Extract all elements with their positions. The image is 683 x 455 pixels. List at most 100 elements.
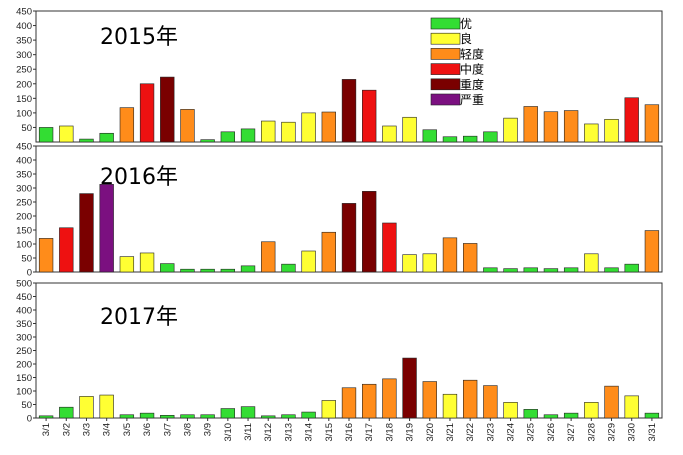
bar [483, 131, 498, 143]
bar [584, 253, 599, 273]
bar [38, 238, 54, 273]
bar [59, 125, 74, 143]
x-tick-label: 3/16 [344, 423, 355, 442]
y-tick-label: 100 [16, 387, 32, 398]
x-tick-label: 3/10 [223, 423, 234, 442]
bar [341, 79, 357, 143]
bar [483, 385, 498, 419]
y-tick-label: 300 [16, 184, 32, 195]
legend-swatch [430, 63, 461, 75]
panels-layer: 50 100 150 200 250 300 350 400 450 2015年 0 50 100 150… [16, 7, 663, 425]
x-tick-label: 3/4 [102, 423, 113, 436]
bar [523, 267, 538, 273]
x-tick-label: 3/7 [162, 423, 173, 436]
bar [200, 268, 215, 273]
y-tick-label: 400 [16, 21, 32, 32]
x-tick-label: 3/25 [526, 423, 537, 442]
bar [523, 106, 538, 143]
bar [402, 254, 417, 273]
y-tick-label: 450 [16, 7, 32, 18]
bar [160, 263, 175, 273]
y-tick-label: 150 [16, 373, 32, 384]
bar [644, 230, 660, 273]
bar [362, 191, 377, 273]
bar [240, 265, 256, 273]
bar [543, 111, 559, 143]
bar [321, 400, 336, 419]
bar [584, 402, 599, 419]
bar [604, 118, 619, 143]
bar [180, 414, 195, 419]
bar [563, 412, 579, 419]
y-tick-label: 450 [16, 142, 32, 153]
panel-1: 0 50 100 150 200 250 300 350 400 450 2016年 [16, 142, 663, 279]
bar [321, 231, 336, 273]
panel-title: 2016年 [100, 165, 178, 190]
bar [220, 408, 236, 419]
bar [644, 412, 660, 419]
bar [119, 107, 135, 143]
x-tick-label: 3/23 [485, 423, 496, 442]
y-tick-label: 0 [27, 268, 32, 279]
bar [301, 411, 316, 419]
bar [220, 131, 236, 143]
bar [99, 394, 114, 419]
y-tick-label: 350 [16, 170, 32, 181]
bar [604, 267, 619, 273]
y-tick-label: 0 [27, 414, 32, 425]
x-tick-label: 3/24 [506, 423, 517, 442]
x-axis: 3/1 3/2 3/3 3/4 3/5 3/6 3/7 3/8 3/9 3/10 3/11 3/12 3… [41, 418, 658, 442]
legend-label: 轻度 [460, 46, 484, 61]
y-tick-label: 100 [16, 240, 32, 251]
bar [79, 138, 94, 143]
bar [382, 222, 397, 273]
bar [160, 414, 175, 419]
bar [59, 406, 74, 419]
bar [79, 396, 94, 419]
bar [402, 116, 417, 143]
legend-swatch [430, 78, 461, 91]
x-tick-label: 3/11 [243, 423, 254, 441]
bar [422, 253, 437, 273]
bar [402, 357, 417, 419]
x-tick-label: 3/5 [122, 423, 133, 436]
bar [644, 104, 660, 143]
x-tick-label: 3/2 [61, 423, 72, 436]
x-tick-label: 3/9 [203, 423, 214, 436]
legend-swatch [430, 93, 461, 106]
x-tick-label: 3/27 [566, 423, 577, 442]
y-tick-label: 50 [21, 123, 32, 134]
bar [261, 120, 276, 143]
x-tick-label: 3/6 [142, 423, 153, 436]
x-tick-label: 3/18 [384, 423, 395, 442]
bar [523, 409, 538, 419]
bar [442, 393, 458, 419]
bar [200, 414, 215, 419]
bar [59, 227, 74, 273]
bar [382, 125, 397, 143]
x-tick-label: 3/29 [607, 423, 618, 442]
bar [261, 415, 276, 419]
bar [442, 136, 458, 143]
bar [220, 268, 236, 273]
y-tick-label: 50 [21, 400, 32, 411]
bar [139, 412, 155, 419]
y-tick-label: 250 [16, 198, 32, 209]
bar [79, 193, 94, 273]
bar [503, 402, 518, 419]
legend-label: 重度 [460, 77, 484, 92]
x-tick-label: 3/12 [263, 423, 274, 442]
legend-label: 严重 [460, 93, 484, 107]
x-tick-label: 3/8 [182, 423, 193, 436]
y-tick-label: 150 [16, 94, 32, 105]
legend-swatch [430, 48, 461, 60]
bar [624, 97, 639, 143]
bar [503, 268, 518, 273]
bar [341, 387, 357, 419]
bar [119, 256, 135, 273]
bar [38, 415, 54, 419]
x-tick-label: 3/31 [647, 423, 658, 442]
bar [422, 381, 437, 419]
y-tick-label: 350 [16, 319, 32, 330]
